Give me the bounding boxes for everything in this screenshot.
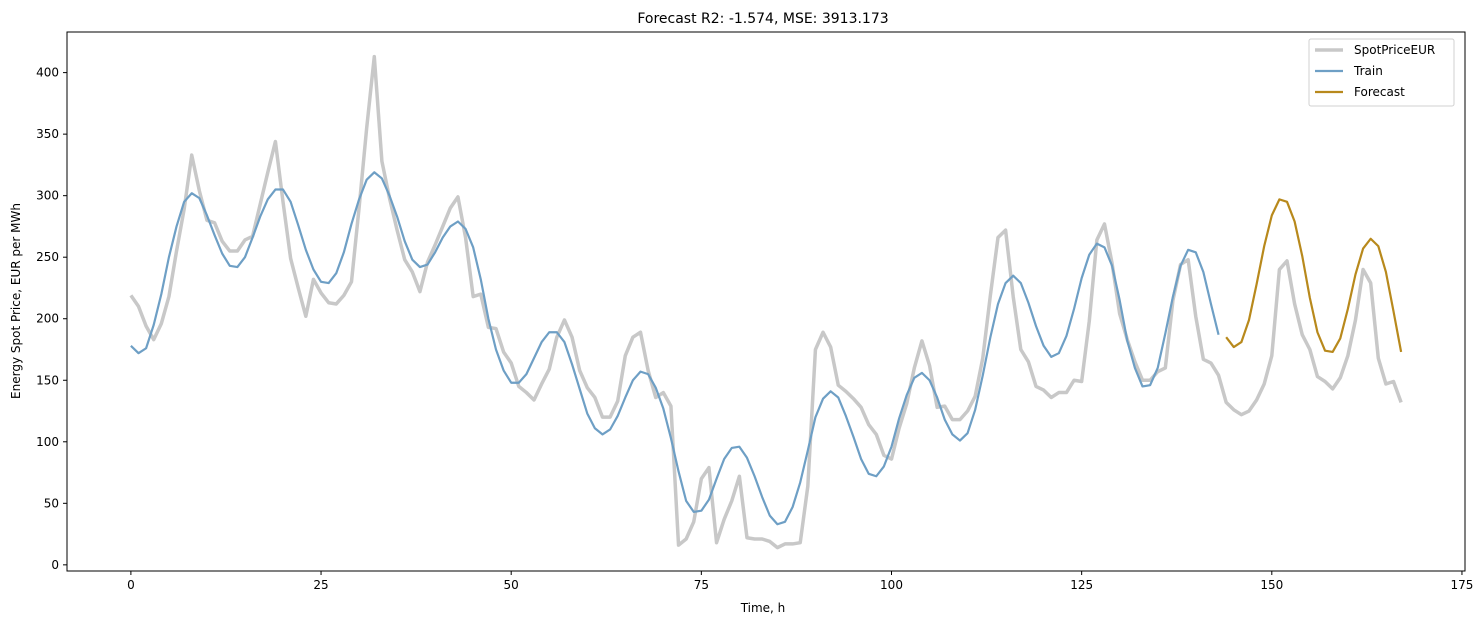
y-tick-label: 200: [36, 312, 59, 326]
y-tick-label: 150: [36, 373, 59, 387]
x-tick-label: 75: [694, 578, 709, 592]
series-layer: [129, 54, 1403, 550]
plot-area-frame: [66, 31, 1466, 572]
y-tick-label: 250: [36, 250, 59, 264]
legend-label-spotpriceeur: SpotPriceEUR: [1354, 43, 1435, 57]
x-tick-label: 125: [1070, 578, 1093, 592]
chart-title: Forecast R2: -1.574, MSE: 3913.173: [637, 11, 888, 27]
x-tick-label: 175: [1451, 578, 1474, 592]
legend-label-forecast: Forecast: [1354, 85, 1405, 99]
legend: SpotPriceEUR Train Forecast: [1308, 38, 1455, 107]
x-axis-label: Time, h: [740, 601, 786, 615]
x-tick-label: 100: [880, 578, 903, 592]
y-axis-label: Energy Spot Price, EUR per MWh: [9, 203, 23, 399]
series-line-train: [130, 171, 1220, 526]
y-tick-label: 350: [36, 127, 59, 141]
y-tick-label: 0: [51, 558, 59, 572]
y-axis: 0 50 100 150 200 250 300 350 400: [36, 66, 67, 572]
series-line-spotpriceeur: [129, 54, 1403, 550]
y-tick-label: 100: [36, 435, 59, 449]
series-line-forecast: [1225, 198, 1403, 354]
y-tick-label: 300: [36, 189, 59, 203]
x-tick-label: 25: [313, 578, 328, 592]
legend-frame: [1308, 38, 1455, 107]
legend-label-train: Train: [1353, 64, 1383, 78]
x-tick-label: 0: [127, 578, 135, 592]
x-tick-label: 50: [504, 578, 519, 592]
y-tick-label: 50: [44, 496, 59, 510]
x-tick-label: 150: [1260, 578, 1283, 592]
x-axis: 0 25 50 75 100 125 150 175: [127, 571, 1473, 592]
y-tick-label: 400: [36, 66, 59, 80]
